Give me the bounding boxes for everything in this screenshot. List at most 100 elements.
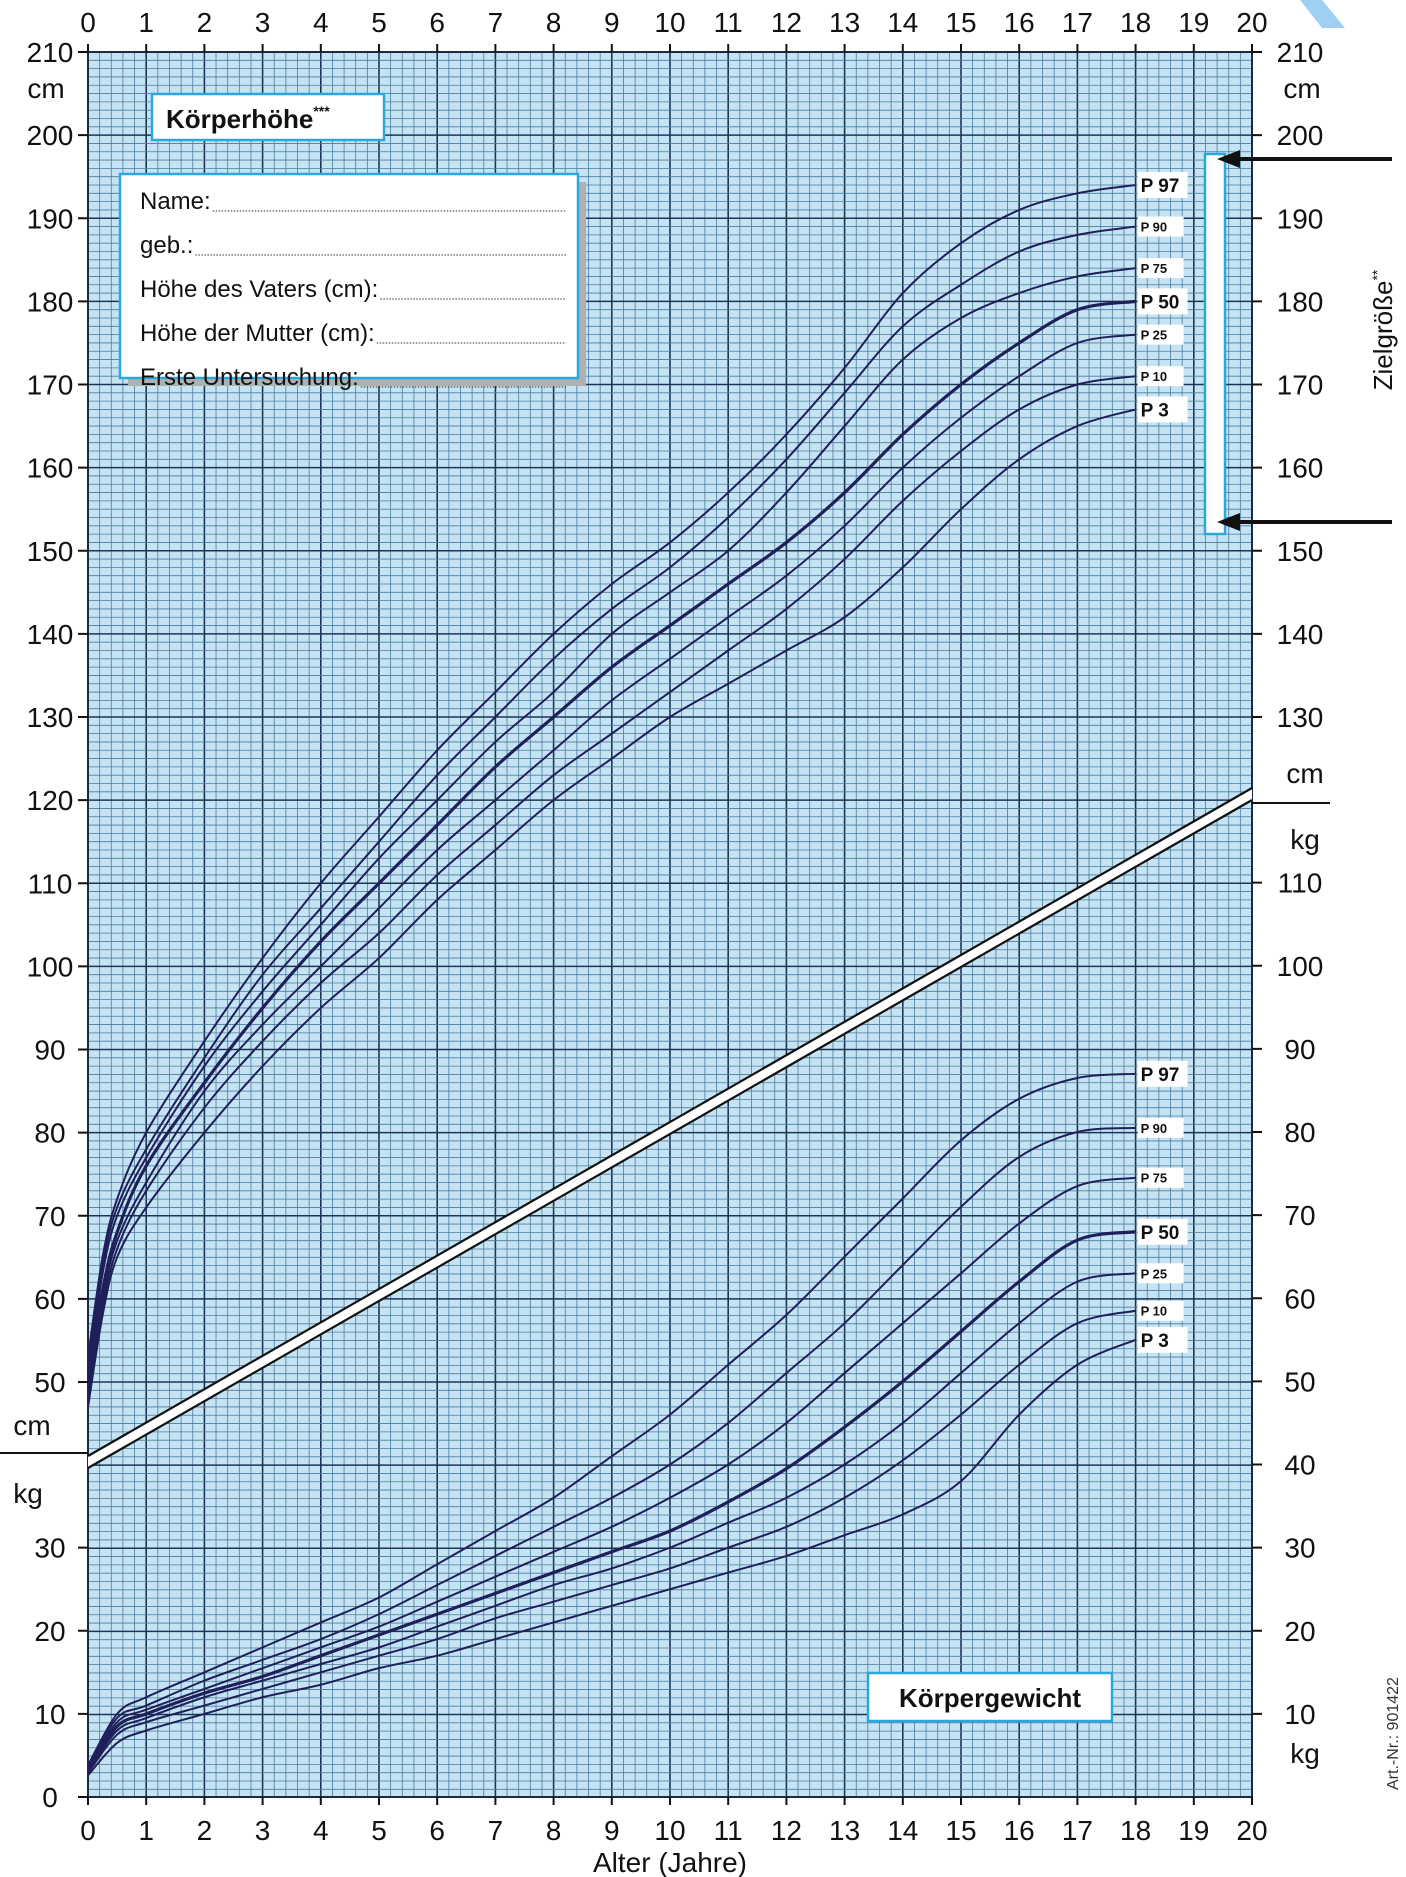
y-tick-label: 10 [1284, 1699, 1315, 1730]
weight-curve-p90 [88, 1126, 1136, 1768]
x-tick-label: 12 [771, 7, 802, 38]
x-tick-label: 16 [1004, 1815, 1035, 1846]
unit-kg-right-break: kg [1290, 824, 1320, 855]
x-tick-label: 0 [80, 7, 96, 38]
weight-title-box: Körpergewicht [866, 1671, 1114, 1723]
height-percentile-label-text: P 25 [1141, 328, 1168, 343]
y-axis-right: 210 200 190 180 170 160 150 140 130 110 100 90 80 70 6… [1252, 37, 1323, 1730]
x-tick-label: 13 [829, 1815, 860, 1846]
weight-percentile-label-text: P 10 [1141, 1304, 1168, 1319]
height-percentile-label-box [1137, 288, 1188, 315]
y-tick-label: 150 [27, 536, 74, 567]
height-percentile-labels: P 97 P 90 P 75 P 50 P 25 P 10 P 3 [1137, 172, 1188, 423]
y-tick-label: 20 [1284, 1616, 1315, 1647]
form-field-label: Erste Untersuchung: [140, 364, 359, 391]
weight-percentile-label-box [1137, 1300, 1184, 1321]
unit-kg-left-break: kg [13, 1478, 43, 1509]
x-axis-bottom: 0 1 2 3 4 5 6 7 8 9 10 11 12 13 14 15 16 17 18 19 20 [80, 1797, 1268, 1846]
target-height-bar [1203, 152, 1227, 536]
x-tick-label: 11 [714, 7, 743, 38]
x-tick-label: 6 [429, 1815, 445, 1846]
y-tick-label: 210 [1277, 37, 1324, 68]
x-axis-title: Alter (Jahre) [593, 1847, 747, 1877]
height-percentile-label-text: P 90 [1141, 220, 1168, 235]
y-tick-label: 170 [1277, 370, 1324, 401]
unit-cm-right-break: cm [1286, 758, 1323, 789]
weight-title: Körpergewicht [899, 1683, 1081, 1713]
y-tick-label: 100 [27, 951, 74, 982]
height-percentile-label-text: P 3 [1141, 400, 1169, 421]
y-tick-label: 180 [1277, 286, 1324, 317]
y-tick-label: 70 [1284, 1200, 1315, 1231]
x-tick-label: 18 [1120, 7, 1151, 38]
x-tick-label: 14 [887, 7, 918, 38]
x-tick-label: 0 [80, 1815, 96, 1846]
form-field-label: Höhe der Mutter (cm): [140, 320, 375, 347]
x-tick-label: 14 [887, 1815, 918, 1846]
weight-percentile-label-box [1137, 1326, 1188, 1353]
separator-edge-top [87, 787, 1253, 1457]
weight-percentile-label-text: P 97 [1141, 1065, 1180, 1086]
y-tick-label: 130 [1277, 702, 1324, 733]
y-tick-label: 180 [27, 286, 74, 317]
height-percentile-label-text: P 10 [1141, 369, 1168, 384]
unit-cm-top-right: cm [1283, 73, 1320, 104]
height-title-box: Körperhöhe*** [150, 92, 386, 142]
y-tick-label: 20 [34, 1616, 65, 1647]
form-field-label: Höhe des Vaters (cm): [140, 276, 378, 303]
x-tick-label: 5 [371, 1815, 387, 1846]
y-tick-label: 160 [27, 453, 74, 484]
y-tick-label: 60 [1284, 1283, 1315, 1314]
height-curve-p90 [88, 225, 1136, 1366]
x-tick-label: 6 [429, 7, 445, 38]
y-tick-label: 90 [34, 1035, 65, 1066]
x-tick-label: 7 [488, 1815, 504, 1846]
weight-percentile-label-text: P 90 [1141, 1121, 1168, 1136]
form-field-label: Name: [140, 188, 211, 215]
x-tick-label: 19 [1178, 7, 1209, 38]
x-tick-label: 20 [1236, 1815, 1267, 1846]
y-tick-label: 200 [1277, 120, 1324, 151]
height-percentile-label-box [1137, 216, 1184, 237]
weight-curve-p25 [88, 1272, 1136, 1772]
weight-percentile-label-box [1137, 1117, 1184, 1138]
height-percentile-label-box [1137, 366, 1184, 387]
x-tick-label: 10 [654, 7, 685, 38]
svg-text:Körperhöhe***: Körperhöhe*** [166, 103, 330, 134]
y-tick-label: 190 [1277, 203, 1324, 234]
separator-edge-bottom [87, 799, 1253, 1469]
x-tick-label: 3 [255, 1815, 271, 1846]
unit-kg-right-bottom: kg [1290, 1738, 1320, 1769]
x-tick-label: 9 [604, 7, 620, 38]
height-percentile-label-box [1137, 324, 1184, 345]
x-tick-label: 12 [771, 1815, 802, 1846]
height-curve-p25 [88, 333, 1136, 1391]
y-tick-label: 190 [27, 203, 74, 234]
y-tick-label: 140 [1277, 619, 1324, 650]
weight-percentile-label-box [1137, 1263, 1184, 1284]
x-tick-label: 4 [313, 7, 329, 38]
unit-cm-left-break: cm [13, 1410, 50, 1441]
y-tick-label: 210 [27, 37, 74, 68]
y-tick-label: 140 [27, 619, 74, 650]
y-tick-label: 0 [42, 1782, 58, 1813]
x-tick-label: 2 [197, 7, 213, 38]
weight-percentile-labels: P 97 P 90 P 75 P 50 P 25 P 10 P 3 [1137, 1060, 1188, 1353]
weight-percentile-label-box [1137, 1218, 1188, 1245]
y-tick-label: 90 [1284, 1034, 1315, 1065]
y-tick-label: 50 [34, 1367, 65, 1398]
height-curve-p75 [88, 267, 1136, 1374]
y-tick-label: 60 [34, 1284, 65, 1315]
height-title: Körperhöhe [166, 104, 313, 134]
x-tick-label: 7 [488, 7, 504, 38]
y-tick-label: 100 [1277, 951, 1324, 982]
height-percentile-label-text: P 97 [1141, 176, 1180, 197]
height-percentile-label-text: P 50 [1141, 292, 1180, 313]
arrow-upper [1217, 150, 1392, 168]
x-tick-label: 1 [138, 7, 154, 38]
x-tick-label: 13 [829, 7, 860, 38]
x-axis-top: 0 1 2 3 4 5 6 7 8 9 10 11 12 13 14 15 16 17 18 19 20 [80, 7, 1268, 52]
y-tick-label: 110 [1278, 868, 1323, 899]
y-tick-label: 160 [1277, 453, 1324, 484]
weight-curve-p10 [88, 1309, 1136, 1774]
